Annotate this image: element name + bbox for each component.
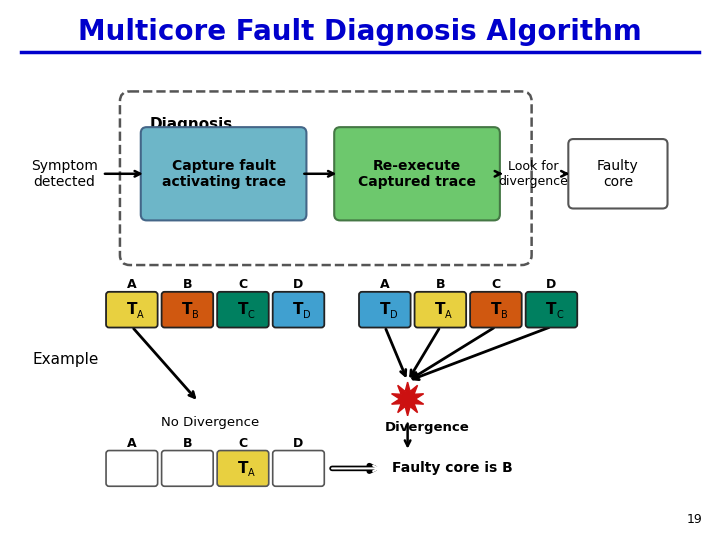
Text: Multicore Fault Diagnosis Algorithm: Multicore Fault Diagnosis Algorithm	[78, 18, 642, 46]
Text: B: B	[436, 278, 445, 291]
Text: B: B	[183, 278, 192, 291]
FancyBboxPatch shape	[359, 292, 410, 328]
FancyBboxPatch shape	[273, 450, 324, 486]
Text: C: C	[557, 309, 563, 320]
Text: Divergence: Divergence	[385, 421, 470, 434]
Text: C: C	[248, 309, 255, 320]
FancyBboxPatch shape	[334, 127, 500, 220]
Text: D: D	[303, 309, 311, 320]
Text: T: T	[238, 302, 248, 317]
Text: T: T	[435, 302, 446, 317]
FancyBboxPatch shape	[217, 292, 269, 328]
Text: Faulty core is B: Faulty core is B	[392, 461, 513, 475]
Text: A: A	[248, 468, 255, 478]
Text: T: T	[490, 302, 501, 317]
FancyBboxPatch shape	[217, 450, 269, 486]
Text: B: B	[501, 309, 508, 320]
Text: A: A	[127, 278, 137, 291]
Text: D: D	[293, 278, 304, 291]
Text: Example: Example	[32, 352, 99, 367]
Text: B: B	[192, 309, 199, 320]
FancyBboxPatch shape	[120, 91, 531, 265]
Text: T: T	[127, 302, 137, 317]
Text: D: D	[293, 436, 304, 450]
FancyBboxPatch shape	[161, 292, 213, 328]
FancyBboxPatch shape	[106, 292, 158, 328]
FancyBboxPatch shape	[161, 450, 213, 486]
FancyBboxPatch shape	[106, 450, 158, 486]
Text: C: C	[238, 436, 248, 450]
FancyBboxPatch shape	[526, 292, 577, 328]
Text: T: T	[238, 461, 248, 476]
FancyBboxPatch shape	[141, 127, 307, 220]
Text: Re-execute
Captured trace: Re-execute Captured trace	[358, 159, 476, 189]
Text: C: C	[238, 278, 248, 291]
FancyBboxPatch shape	[415, 292, 466, 328]
Polygon shape	[392, 382, 423, 416]
Text: Diagnosis: Diagnosis	[150, 117, 233, 132]
Text: Capture fault
activating trace: Capture fault activating trace	[161, 159, 286, 189]
Text: Look for
divergence: Look for divergence	[499, 160, 569, 188]
FancyBboxPatch shape	[568, 139, 667, 208]
FancyBboxPatch shape	[273, 292, 324, 328]
Text: T: T	[293, 302, 304, 317]
Text: A: A	[445, 309, 452, 320]
Text: A: A	[127, 436, 137, 450]
Text: Faulty
core: Faulty core	[597, 159, 639, 189]
Text: A: A	[380, 278, 390, 291]
Text: D: D	[390, 309, 397, 320]
Text: T: T	[546, 302, 557, 317]
Text: C: C	[491, 278, 500, 291]
Text: 19: 19	[686, 513, 702, 526]
Text: A: A	[137, 309, 143, 320]
Text: T: T	[182, 302, 193, 317]
FancyBboxPatch shape	[470, 292, 522, 328]
Text: Symptom
detected: Symptom detected	[31, 159, 98, 189]
Text: T: T	[379, 302, 390, 317]
Text: No Divergence: No Divergence	[161, 416, 259, 429]
Text: D: D	[546, 278, 557, 291]
Text: B: B	[183, 436, 192, 450]
